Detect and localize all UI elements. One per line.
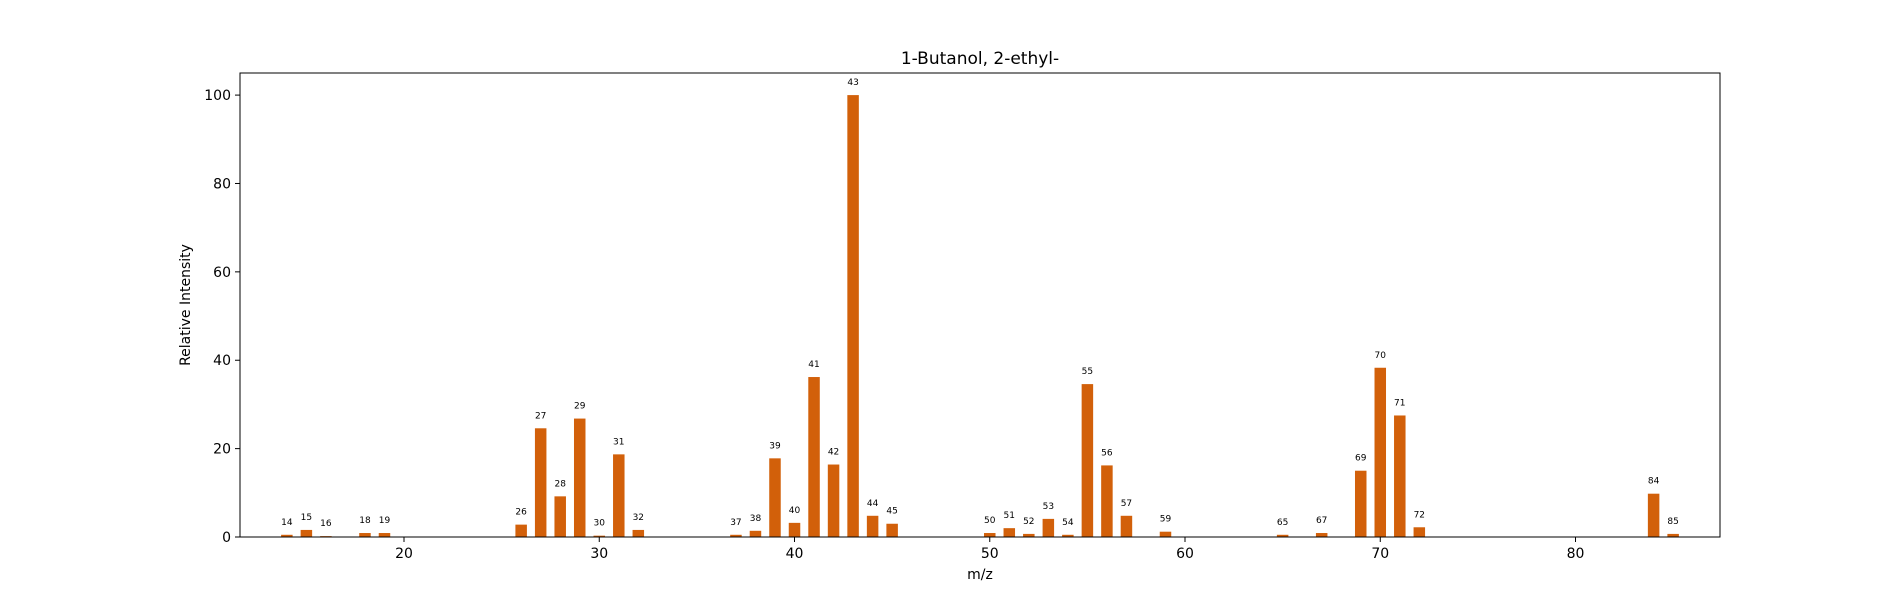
bar-label-mz-27: 27: [535, 411, 546, 421]
bar-label-mz-19: 19: [379, 516, 391, 526]
bar-label-mz-59: 59: [1160, 515, 1172, 525]
bar-label-mz-14: 14: [281, 518, 293, 528]
plot-frame: [239, 72, 1721, 538]
bar-mz-28: [554, 496, 566, 537]
x-axis-title: m/z: [967, 567, 993, 583]
bar-label-mz-50: 50: [984, 516, 996, 526]
bar-mz-19: [378, 533, 391, 537]
bar-label-mz-56: 56: [1101, 448, 1113, 458]
x-tick-label-30: 30: [590, 546, 608, 562]
bar-mz-85: [1667, 533, 1679, 537]
bar-label-mz-51: 51: [1004, 511, 1015, 521]
bar-mz-38: [749, 530, 762, 537]
bar-mz-42: [827, 464, 840, 537]
bar-mz-29: [573, 418, 586, 537]
bar-labels-layer: 14 15 16 18 19 26 27 28 29 30 31 32 37 38 39 40 41 42 43 44…: [281, 78, 1679, 529]
bar-mz-72: [1413, 527, 1426, 537]
bar-label-mz-26: 26: [515, 508, 527, 518]
bar-mz-71: [1394, 415, 1406, 537]
y-tick-label-0: 0: [222, 530, 231, 546]
bar-label-mz-16: 16: [320, 519, 332, 529]
x-tick-label-60: 60: [1176, 546, 1194, 562]
y-axis-title: Relative Intensity: [178, 244, 194, 366]
bar-mz-40: [788, 522, 801, 537]
bar-label-mz-44: 44: [867, 499, 879, 509]
bar-mz-26: [515, 524, 527, 537]
bar-label-mz-85: 85: [1667, 517, 1678, 527]
y-tick-label-100: 100: [204, 88, 231, 104]
bar-mz-30: [593, 535, 606, 537]
bar-mz-51: [1003, 528, 1016, 537]
bar-label-mz-31: 31: [613, 437, 624, 447]
bar-label-mz-29: 29: [574, 402, 586, 412]
bar-label-mz-37: 37: [730, 518, 741, 528]
bar-label-mz-45: 45: [886, 507, 897, 517]
bar-mz-56: [1101, 465, 1113, 537]
x-tick-label-40: 40: [786, 546, 804, 562]
bar-label-mz-54: 54: [1062, 518, 1074, 528]
bar-mz-54: [1062, 534, 1074, 537]
bar-label-mz-52: 52: [1023, 517, 1034, 527]
bars-layer: [281, 95, 1679, 537]
bar-mz-31: [613, 454, 625, 537]
bar-label-mz-43: 43: [847, 78, 858, 88]
bar-label-mz-53: 53: [1043, 502, 1054, 512]
bar-mz-43: [847, 95, 859, 537]
y-tick-label-40: 40: [213, 353, 231, 369]
bar-label-mz-42: 42: [828, 448, 839, 458]
bar-mz-14: [281, 534, 293, 537]
bar-label-mz-38: 38: [750, 514, 762, 524]
bar-label-mz-57: 57: [1121, 499, 1132, 509]
bar-mz-15: [300, 529, 313, 537]
bar-label-mz-72: 72: [1414, 510, 1425, 520]
bar-label-mz-15: 15: [301, 513, 312, 523]
axes-layer: 20 30 40 50 60 70 80 0 20 40 60 80 100: [204, 72, 1721, 562]
bar-label-mz-32: 32: [633, 513, 644, 523]
bar-mz-41: [808, 377, 820, 537]
x-tick-label-50: 50: [981, 546, 999, 562]
bar-label-mz-84: 84: [1648, 477, 1660, 487]
bar-mz-39: [769, 458, 781, 537]
y-tick-label-20: 20: [213, 442, 231, 458]
bar-mz-37: [730, 534, 742, 537]
bar-label-mz-67: 67: [1316, 516, 1327, 526]
bar-mz-57: [1120, 515, 1133, 537]
chart-title: 1-Butanol, 2-ethyl-: [901, 49, 1059, 69]
x-tick-label-20: 20: [395, 546, 413, 562]
bar-mz-55: [1081, 384, 1094, 537]
bar-label-mz-28: 28: [554, 479, 566, 489]
bar-mz-32: [632, 529, 645, 537]
bar-mz-65: [1276, 534, 1289, 537]
bar-mz-52: [1023, 533, 1035, 537]
x-tick-label-80: 80: [1567, 546, 1585, 562]
y-tick-label-60: 60: [213, 265, 231, 281]
bar-label-mz-30: 30: [594, 519, 606, 529]
bar-label-mz-18: 18: [359, 516, 371, 526]
bar-mz-67: [1315, 533, 1328, 537]
bar-mz-45: [886, 523, 898, 537]
bar-label-mz-71: 71: [1394, 398, 1405, 408]
bar-mz-70: [1374, 367, 1387, 537]
bar-mz-50: [984, 533, 996, 537]
bar-mz-84: [1647, 493, 1660, 537]
bar-label-mz-39: 39: [769, 441, 781, 451]
bar-mz-69: [1354, 470, 1367, 537]
bar-label-mz-65: 65: [1277, 518, 1288, 528]
x-tick-label-70: 70: [1371, 546, 1389, 562]
bar-mz-27: [534, 428, 547, 537]
bar-mz-44: [866, 515, 879, 537]
bar-label-mz-55: 55: [1082, 367, 1093, 377]
y-tick-label-80: 80: [213, 176, 231, 192]
bar-label-mz-41: 41: [808, 360, 819, 370]
bar-mz-53: [1042, 518, 1055, 537]
bar-label-mz-69: 69: [1355, 454, 1367, 464]
bar-mz-18: [359, 533, 371, 537]
bar-mz-59: [1159, 531, 1172, 537]
bar-label-mz-40: 40: [789, 506, 801, 516]
bar-label-mz-70: 70: [1375, 351, 1387, 361]
